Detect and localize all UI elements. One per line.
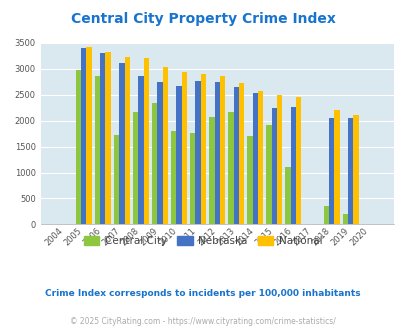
Bar xyxy=(352,115,358,224)
Text: Central City Property Crime Index: Central City Property Crime Index xyxy=(70,12,335,25)
Bar xyxy=(76,70,81,224)
Bar xyxy=(176,86,181,224)
Bar xyxy=(271,108,276,224)
Bar xyxy=(295,97,301,224)
Bar xyxy=(333,110,339,224)
Legend: Central City, Nebraska, National: Central City, Nebraska, National xyxy=(79,232,326,250)
Bar xyxy=(239,83,244,224)
Bar xyxy=(181,72,187,224)
Bar xyxy=(228,113,233,224)
Bar xyxy=(220,76,225,224)
Bar xyxy=(132,113,138,224)
Text: © 2025 CityRating.com - https://www.cityrating.com/crime-statistics/: © 2025 CityRating.com - https://www.city… xyxy=(70,317,335,326)
Bar xyxy=(276,95,282,224)
Bar xyxy=(347,118,352,224)
Bar xyxy=(151,103,157,224)
Text: Crime Index corresponds to incidents per 100,000 inhabitants: Crime Index corresponds to incidents per… xyxy=(45,289,360,298)
Bar xyxy=(81,48,86,224)
Bar xyxy=(100,53,105,224)
Bar xyxy=(86,47,92,224)
Bar xyxy=(214,82,220,224)
Bar xyxy=(171,131,176,224)
Bar xyxy=(124,57,130,224)
Bar xyxy=(157,82,162,224)
Bar xyxy=(290,107,295,224)
Bar xyxy=(328,117,333,224)
Bar xyxy=(252,93,258,224)
Bar xyxy=(113,135,119,224)
Bar xyxy=(94,76,100,224)
Bar xyxy=(200,74,206,224)
Bar xyxy=(342,214,347,224)
Bar xyxy=(162,67,168,224)
Bar xyxy=(285,167,290,224)
Bar xyxy=(143,58,149,224)
Bar xyxy=(247,136,252,224)
Bar xyxy=(138,76,143,224)
Bar xyxy=(195,81,200,224)
Bar xyxy=(119,63,124,224)
Bar xyxy=(266,125,271,224)
Bar xyxy=(323,206,328,224)
Bar xyxy=(190,133,195,224)
Bar xyxy=(258,91,263,224)
Bar xyxy=(233,87,239,224)
Bar xyxy=(209,117,214,224)
Bar xyxy=(105,52,111,224)
